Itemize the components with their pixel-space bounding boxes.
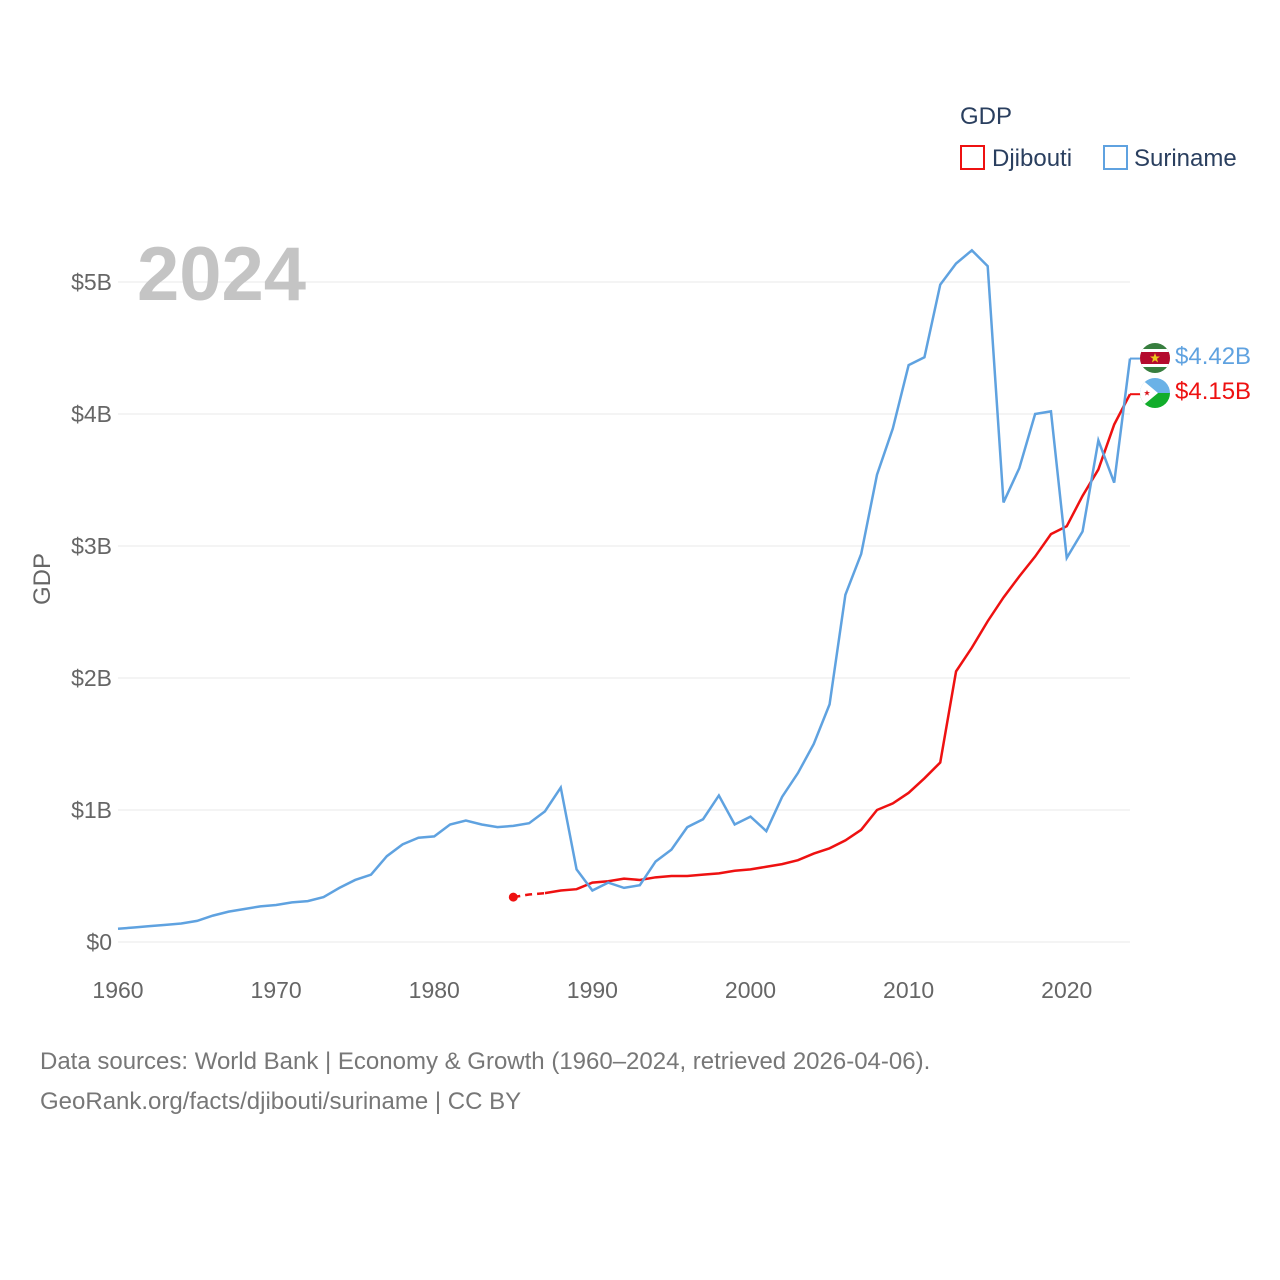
djibouti-start-point: [509, 893, 518, 902]
series-lines: [118, 250, 1140, 928]
source-note: Data sources: World Bank | Economy & Gro…: [40, 1042, 930, 1122]
suriname-end-value: $4.42B: [1175, 343, 1251, 370]
source-line-2: GeoRank.org/facts/djibouti/suriname | CC…: [40, 1082, 930, 1122]
year-label: 2024: [137, 232, 306, 317]
djibouti-line-dashed: [513, 893, 545, 897]
djibouti-flag-icon: [1140, 378, 1170, 408]
x-tick-label: 1960: [92, 977, 143, 1003]
y-axis-title: GDP: [29, 553, 56, 605]
y-tick-label: $0: [86, 929, 112, 955]
suriname-flag-icon: [1140, 343, 1170, 373]
legend-swatch-djibouti[interactable]: [961, 146, 984, 169]
x-tick-label: 1980: [409, 977, 460, 1003]
y-tick-label: $3B: [71, 533, 112, 559]
x-tick-label: 2020: [1041, 977, 1092, 1003]
x-tick-labels: 1960 1970 1980 1990 2000 2010 2020: [92, 977, 1092, 1003]
end-markers: $4.42B $4.15B: [1140, 343, 1251, 408]
y-tick-label: $5B: [71, 269, 112, 295]
x-tick-label: 2010: [883, 977, 934, 1003]
y-tick-label: $2B: [71, 665, 112, 691]
legend-swatch-suriname[interactable]: [1104, 146, 1127, 169]
legend-label-djibouti[interactable]: Djibouti: [992, 145, 1072, 172]
x-tick-label: 2000: [725, 977, 776, 1003]
source-line-1: Data sources: World Bank | Economy & Gro…: [40, 1042, 930, 1082]
suriname-line: [118, 250, 1130, 928]
y-tick-label: $4B: [71, 401, 112, 427]
x-tick-label: 1990: [567, 977, 618, 1003]
y-tick-label: $1B: [71, 797, 112, 823]
legend: GDP Djibouti Suriname: [960, 103, 1237, 172]
legend-label-suriname[interactable]: Suriname: [1134, 145, 1237, 172]
legend-title: GDP: [960, 103, 1012, 130]
y-tick-labels: $0 $1B $2B $3B $4B $5B: [71, 269, 112, 955]
x-tick-label: 1970: [251, 977, 302, 1003]
djibouti-end-value: $4.15B: [1175, 378, 1251, 405]
gridlines: [118, 282, 1130, 942]
